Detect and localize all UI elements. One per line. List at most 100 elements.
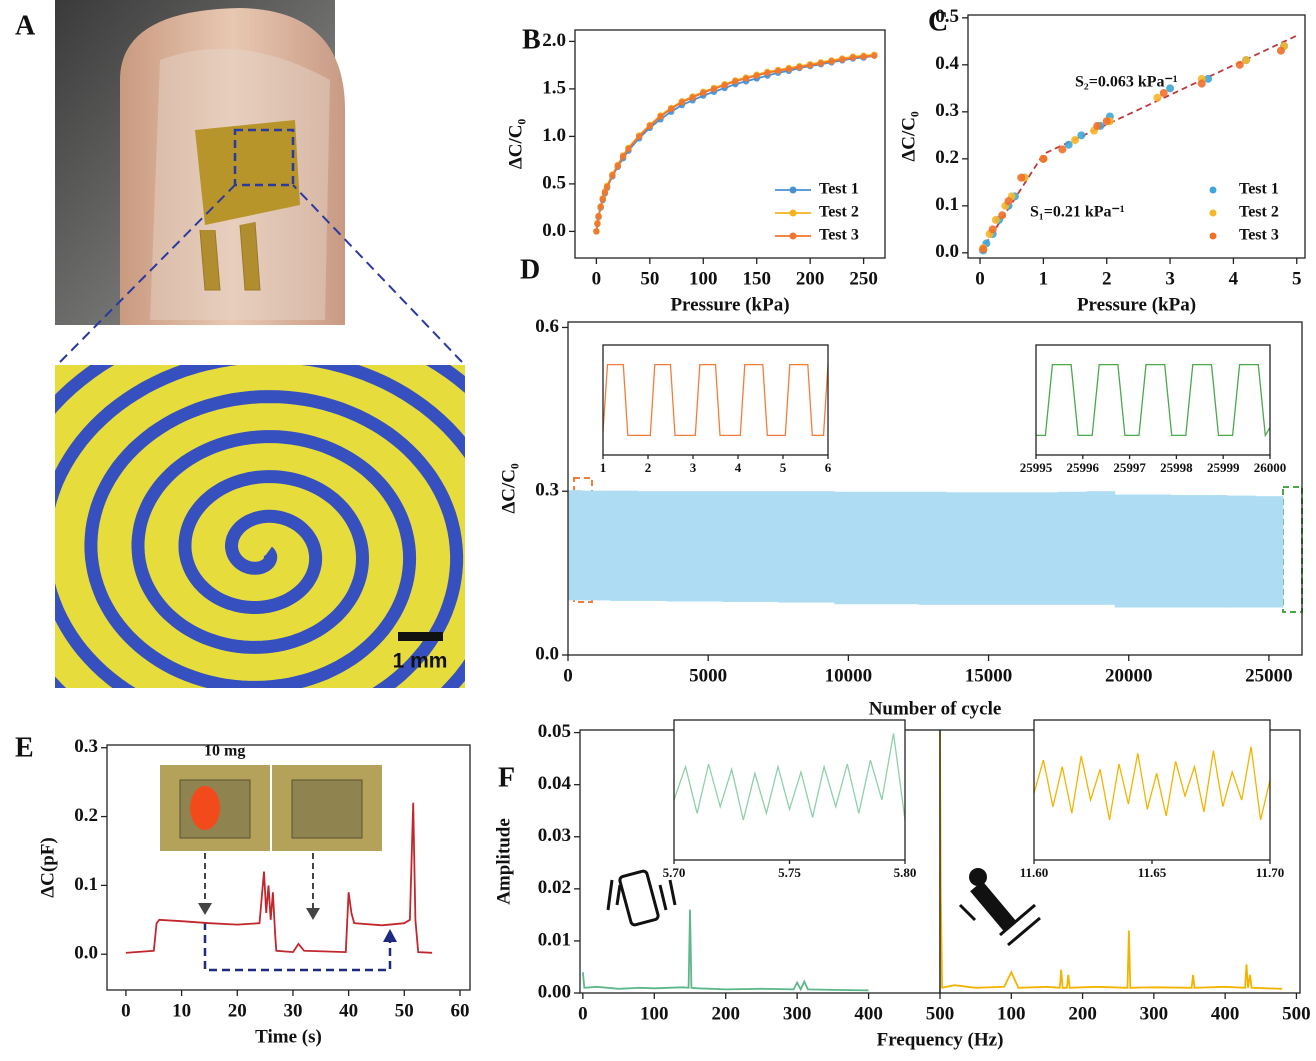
data-point xyxy=(647,123,653,129)
band-segment xyxy=(946,492,975,604)
arrow-head xyxy=(383,929,397,942)
band-segment xyxy=(1087,491,1116,605)
y-axis-label: ΔC/C₀ xyxy=(898,111,919,162)
data-point xyxy=(764,70,770,76)
data-point xyxy=(593,228,599,234)
x-axis-label: Number of cycle xyxy=(869,698,1002,719)
band-segment xyxy=(638,491,667,601)
x-tick-label: 0 xyxy=(975,268,985,289)
data-line xyxy=(583,910,869,991)
y-tick-label: 2.0 xyxy=(542,30,566,51)
x-tick-label: 3 xyxy=(690,460,697,475)
legend-label: Test 3 xyxy=(1239,227,1279,244)
data-point xyxy=(689,94,695,100)
band-segment xyxy=(918,492,947,605)
scale-label: 5 mm xyxy=(387,286,442,309)
x-tick-label: 150 xyxy=(742,268,771,289)
data-point xyxy=(1198,80,1206,88)
y-tick-label: 0.02 xyxy=(538,877,571,898)
y-tick-label: 0.0 xyxy=(535,643,559,664)
data-point xyxy=(860,53,866,59)
x-tick-label: 25998 xyxy=(1160,460,1193,475)
arrow-head xyxy=(306,908,320,920)
annotation: 10 mg xyxy=(204,743,245,760)
sensor xyxy=(292,780,362,838)
plot-frame xyxy=(575,30,885,258)
data-point xyxy=(818,60,824,66)
band-segment xyxy=(1059,492,1088,605)
x-axis-label: Frequency (Hz) xyxy=(877,1029,1004,1050)
data-point xyxy=(657,113,663,119)
y-tick-label: 0.04 xyxy=(538,773,572,794)
x-tick-label: 300 xyxy=(1140,1003,1169,1024)
x-tick-label: 6 xyxy=(825,460,832,475)
data-point xyxy=(711,86,717,92)
y-axis-label: ΔC(pF) xyxy=(37,837,58,897)
x-tick-label: 0 xyxy=(578,1003,588,1024)
data-point xyxy=(721,82,727,88)
data-point xyxy=(625,146,631,152)
legend-label: Test 3 xyxy=(819,227,859,244)
scale-label: 1 mm xyxy=(393,650,448,673)
legend-label: Test 1 xyxy=(1239,181,1279,198)
y-tick-label: 0.3 xyxy=(535,480,559,501)
y-tick-label: 0.2 xyxy=(935,147,959,168)
y-tick-label: 0.0 xyxy=(74,943,98,964)
legend-swatch xyxy=(1210,233,1217,240)
x-tick-label: 5 xyxy=(780,460,787,475)
x-tick-label: 5.80 xyxy=(894,865,917,880)
y-axis-label: ΔC/C₀ xyxy=(498,463,519,514)
data-point xyxy=(1017,174,1025,182)
x-tick-label: 1 xyxy=(600,460,607,475)
y-tick-label: 1.5 xyxy=(542,77,566,98)
x-tick-label: 25996 xyxy=(1067,460,1100,475)
band-segment xyxy=(890,492,919,604)
x-tick-label: 2 xyxy=(645,460,652,475)
data-point xyxy=(600,196,606,202)
y-tick-label: 0.03 xyxy=(538,825,571,846)
band-segment xyxy=(975,492,1004,604)
panel-label: C xyxy=(928,6,948,37)
data-point xyxy=(636,133,642,139)
plot-frame xyxy=(968,15,1305,258)
x-tick-label: 400 xyxy=(1211,1003,1240,1024)
x-tick-label: 50 xyxy=(395,1000,414,1021)
x-tick-label: 4 xyxy=(1229,268,1239,289)
x-tick-label: 4 xyxy=(735,460,742,475)
data-point xyxy=(1005,197,1013,205)
inset-background xyxy=(1036,345,1270,455)
data-point xyxy=(1058,145,1066,153)
y-axis-label: ΔC/C₀ xyxy=(505,119,526,170)
data-point xyxy=(1039,155,1047,163)
x-axis-label: Time (s) xyxy=(255,1026,322,1047)
x-tick-label: 25997 xyxy=(1113,460,1146,475)
legend-swatch xyxy=(790,210,797,217)
data-point xyxy=(597,204,603,210)
band-segment xyxy=(1031,492,1060,604)
y-tick-label: 0.4 xyxy=(935,53,959,74)
x-tick-label: 11.60 xyxy=(1020,865,1049,880)
band-segment xyxy=(862,492,891,604)
x-tick-label: 25999 xyxy=(1207,460,1240,475)
x-tick-label: 20 xyxy=(228,1000,247,1021)
band-segment xyxy=(568,490,583,600)
y-tick-label: 0.0 xyxy=(935,241,959,262)
data-point xyxy=(595,213,601,219)
x-tick-label: 11.65 xyxy=(1138,865,1167,880)
highlight-box xyxy=(1283,487,1302,612)
band-segment xyxy=(694,491,723,601)
legend-swatch xyxy=(1210,210,1217,217)
data-point xyxy=(700,90,706,96)
data-point xyxy=(871,52,877,58)
data-point xyxy=(775,68,781,74)
photo-panel: 5 mm 1 mm A xyxy=(0,0,551,808)
band-segment xyxy=(1255,496,1284,607)
legend-swatch xyxy=(1210,187,1217,194)
x-tick-label: 3 xyxy=(1165,268,1175,289)
data-point xyxy=(1093,122,1101,130)
x-tick-label: 0 xyxy=(121,1000,131,1021)
panel-label: A xyxy=(15,10,36,41)
band-segment xyxy=(722,491,751,602)
data-point xyxy=(1153,94,1161,102)
data-point xyxy=(602,189,608,195)
